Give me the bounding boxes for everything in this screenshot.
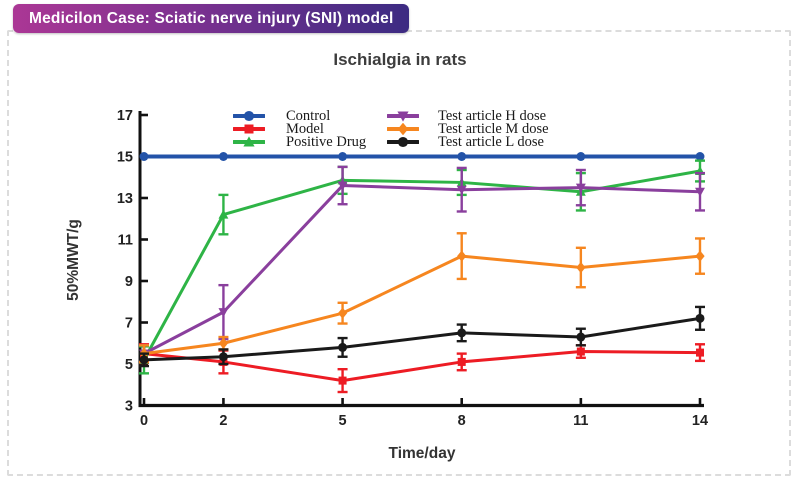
series-control <box>139 152 705 161</box>
legend-label: Test article M dose <box>438 121 549 137</box>
chart-title: Ischialgia in rats <box>333 50 467 69</box>
legend-item-h-dose: Test article H dose <box>387 109 546 123</box>
x-tick-label: 8 <box>458 413 466 429</box>
x-tick-label: 5 <box>339 413 347 429</box>
series-line <box>142 254 702 356</box>
y-tick-label: 17 <box>117 108 133 124</box>
legend-item-control: Control <box>233 109 330 123</box>
series-line <box>142 316 702 362</box>
legend-item-l-dose: Test article L dose <box>387 135 544 149</box>
y-tick-label: 9 <box>125 274 133 290</box>
x-axis-label: Time/day <box>389 445 456 462</box>
control-line-marker-icon <box>233 110 265 122</box>
y-tick-label: 13 <box>117 191 133 207</box>
legend-label: Control <box>286 108 331 124</box>
x-tick-label: 2 <box>219 413 227 429</box>
x-tick-label: 14 <box>692 413 708 429</box>
positive-drug-line-marker-icon <box>233 136 265 147</box>
x-tick-label: 11 <box>573 413 588 429</box>
y-tick-label: 11 <box>118 233 133 249</box>
legend-item-positive-drug: Positive Drug <box>233 135 366 149</box>
legend-label: Positive Drug <box>286 134 367 150</box>
y-tick-label: 7 <box>125 316 133 332</box>
h-dose-line-marker-icon <box>387 111 419 122</box>
series-line <box>142 350 702 383</box>
header-badge: Medicilon Case: Sciatic nerve injury (SN… <box>13 4 410 33</box>
series-test-article-l-dose <box>139 305 705 368</box>
header-badge-text: Medicilon Case: Sciatic nerve injury (SN… <box>29 9 394 27</box>
legend-label: Test article H dose <box>438 108 547 124</box>
y-tick-label: 15 <box>117 150 133 166</box>
legend-item-m-dose: Test article M dose <box>387 122 549 136</box>
legend-label: Test article L dose <box>438 134 544 150</box>
y-axis-label: 50%MWT/g <box>65 219 82 301</box>
legend-item-model: Model <box>233 122 324 136</box>
y-tick-label: 3 <box>125 399 133 415</box>
x-tick-label: 0 <box>140 413 148 429</box>
m-dose-line-marker-icon <box>387 123 419 135</box>
model-line-marker-icon <box>233 124 265 134</box>
legend-label: Model <box>286 121 324 137</box>
l-dose-line-marker-icon <box>387 136 419 148</box>
y-tick-label: 5 <box>125 357 133 373</box>
series-line <box>142 184 702 356</box>
